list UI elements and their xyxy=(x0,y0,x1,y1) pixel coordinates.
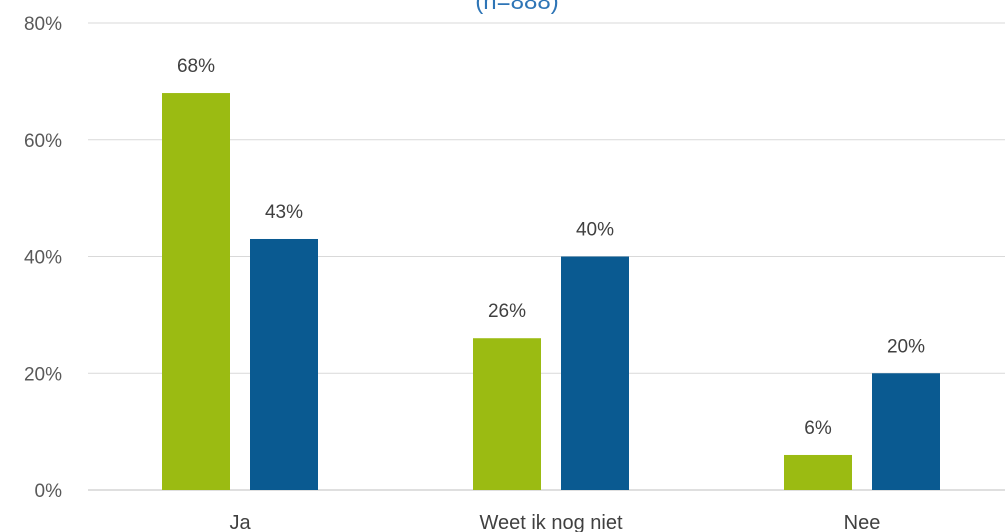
category-label: Weet ik nog niet xyxy=(479,512,622,532)
y-tick-label: 80% xyxy=(24,14,62,35)
y-tick-label: 20% xyxy=(24,364,62,385)
chart-subtitle: (n=888) xyxy=(475,0,558,15)
data-label: 68% xyxy=(177,56,215,77)
bar xyxy=(162,93,230,491)
data-label: 20% xyxy=(887,336,925,357)
bar xyxy=(784,454,852,490)
y-tick-label: 60% xyxy=(24,131,62,152)
category-label: Ja xyxy=(229,512,251,532)
data-label: 43% xyxy=(265,202,303,223)
y-axis-tick-labels: 0% 20% 40% 60% 80% xyxy=(24,14,62,502)
bar xyxy=(473,338,541,490)
data-label: 26% xyxy=(488,301,526,322)
category-label: Nee xyxy=(844,512,881,532)
bars xyxy=(162,93,940,491)
bar xyxy=(561,256,629,490)
bar xyxy=(250,238,318,490)
data-label: 40% xyxy=(576,220,614,241)
y-tick-label: 0% xyxy=(35,481,63,502)
gridlines xyxy=(88,22,1005,491)
bar xyxy=(872,373,940,490)
data-labels: 68% 43% 26% 40% 6% 20% xyxy=(177,56,925,439)
y-tick-label: 40% xyxy=(24,248,62,269)
category-labels: Ja Weet ik nog niet Nee xyxy=(229,512,880,532)
data-label: 6% xyxy=(804,418,832,439)
